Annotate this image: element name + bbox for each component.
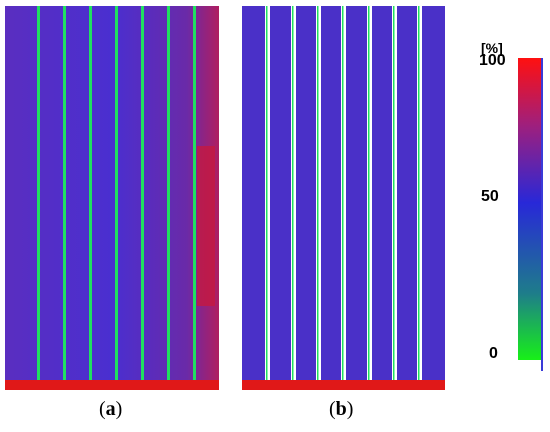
lamella-boundary bbox=[292, 6, 294, 382]
lamella-boundary bbox=[63, 6, 66, 382]
lamella-boundary bbox=[266, 6, 268, 382]
color-scale-bar bbox=[518, 58, 541, 360]
scale-label-100: 100 bbox=[479, 52, 506, 69]
scale-label-0: 0 bbox=[489, 345, 498, 362]
lamella-boundary bbox=[342, 6, 344, 382]
lamella-boundary bbox=[317, 6, 319, 382]
lamella-boundary bbox=[115, 6, 118, 382]
lamella-boundary bbox=[141, 6, 144, 382]
lamella-boundary bbox=[193, 6, 196, 382]
lamella-boundary bbox=[368, 6, 370, 382]
lamella-boundary bbox=[418, 6, 420, 382]
heatmap-panel-b bbox=[242, 6, 445, 390]
scale-axis-line bbox=[541, 58, 543, 371]
caption-b: (b) bbox=[329, 398, 354, 420]
heatmap-panel-a bbox=[5, 6, 219, 390]
lamella-boundary bbox=[167, 6, 170, 382]
lamella-boundary bbox=[37, 6, 40, 382]
lamella-boundary bbox=[89, 6, 92, 382]
scale-label-50: 50 bbox=[481, 188, 499, 205]
lamella-boundary bbox=[393, 6, 395, 382]
scale-unit-label: [%] bbox=[481, 40, 503, 56]
caption-a: (a) bbox=[99, 398, 123, 420]
